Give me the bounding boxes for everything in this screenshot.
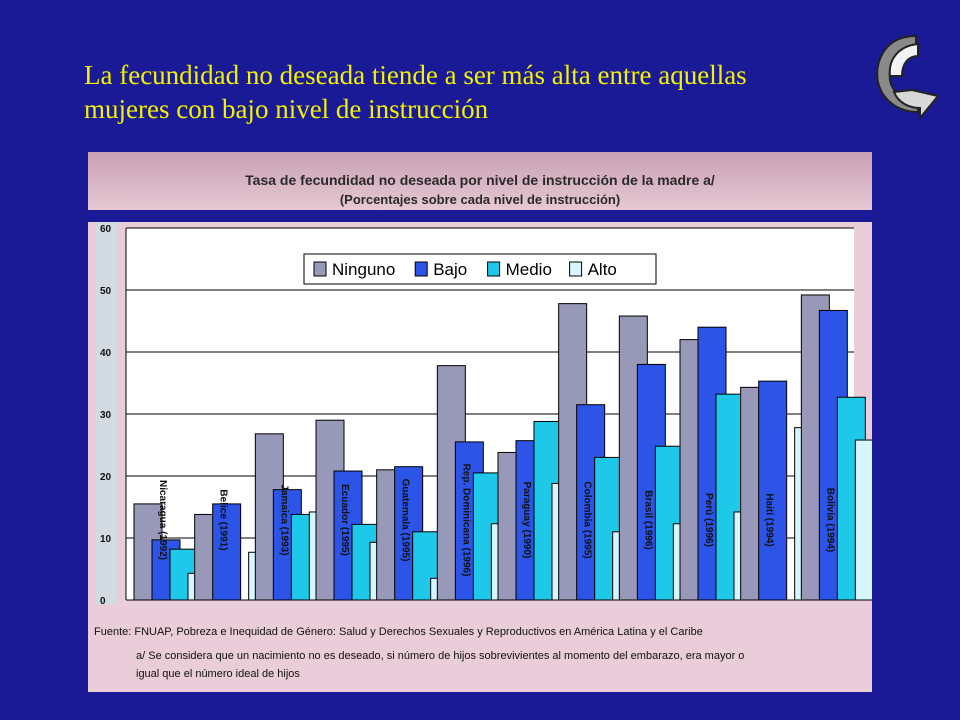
- y-axis-band: [96, 222, 118, 604]
- legend-box: [303, 253, 657, 285]
- category-label: Brasil (1996): [642, 490, 653, 549]
- y-tick-label: 30: [100, 410, 112, 421]
- legend-label: Alto: [588, 260, 617, 279]
- y-tick-label: 0: [100, 596, 106, 607]
- y-tick-label: 10: [100, 534, 112, 545]
- category-label: Bolivia (1994): [824, 488, 835, 552]
- bar-bajo: [212, 503, 242, 601]
- category-label: Colombia (1995): [582, 481, 593, 558]
- category-label: Rep. Dominicana (1996): [460, 464, 471, 577]
- legend-swatch: [487, 261, 501, 277]
- chart-panel: 0 10 20 30 40 50 60 Nicaragua (1992) Belice (199…: [88, 222, 872, 692]
- legend-label: Ninguno: [332, 260, 395, 279]
- y-tick-label: 40: [100, 348, 112, 359]
- curved-back-arrow-icon[interactable]: [868, 30, 944, 122]
- slide-title: La fecundidad no deseada tiende a ser má…: [84, 58, 874, 126]
- chart-header: Tasa de fecundidad no deseada por nivel …: [88, 152, 872, 210]
- bar-medio: [654, 445, 684, 601]
- legend-swatch: [414, 261, 428, 277]
- category-label: Ecuador (1995): [339, 484, 350, 556]
- definition-note-line2: igual que el número ideal de hijos: [136, 668, 300, 680]
- y-tick-label: 20: [100, 472, 112, 483]
- category-label: Perú (1996): [703, 493, 714, 547]
- category-label: Jamaica (1993): [278, 484, 289, 555]
- chart-subtitle: (Porcentajes sobre cada nivel de instruc…: [339, 192, 621, 207]
- y-tick-label: 50: [100, 286, 112, 297]
- legend-label: Bajo: [433, 260, 467, 279]
- y-tick-label: 60: [100, 224, 112, 235]
- category-label: Guatemala (1995): [400, 479, 411, 562]
- bar-chart: 0 10 20 30 40 50 60 Nicaragua (1992) Belice (199…: [96, 222, 872, 607]
- category-label: Haití (1994): [764, 493, 775, 546]
- category-label: Paraguay (1990): [521, 482, 532, 559]
- definition-note-line1: a/ Se considera que un nacimiento no es …: [136, 650, 745, 662]
- legend-swatch: [569, 261, 583, 277]
- chart-title: Tasa de fecundidad no deseada por nivel …: [245, 172, 715, 188]
- bar-bajo: [758, 380, 788, 601]
- slide-title-line1: La fecundidad no deseada tiende a ser má…: [84, 60, 747, 90]
- category-label: Nicaragua (1992): [157, 480, 168, 560]
- slide-title-line2: mujeres con bajo nivel de instrucción: [84, 94, 489, 124]
- bar-alto: [854, 439, 872, 601]
- legend-label: Medio: [506, 260, 552, 279]
- legend-swatch: [313, 261, 327, 277]
- category-label: Belice (1991): [218, 489, 229, 550]
- source-note: Fuente: FNUAP, Pobreza e Inequidad de Gé…: [94, 626, 703, 638]
